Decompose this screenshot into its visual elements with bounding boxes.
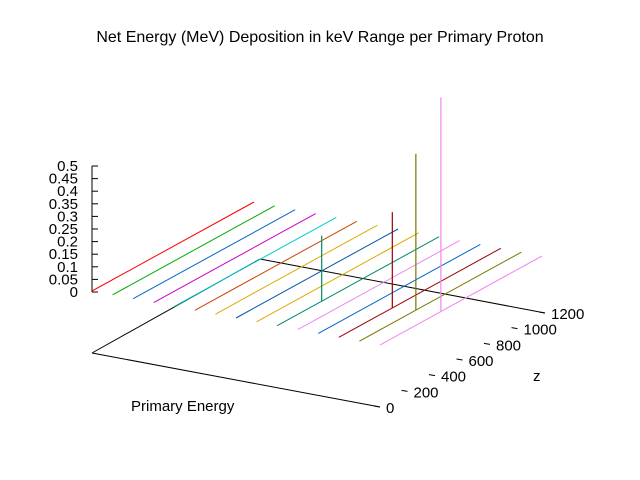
z-tick-label: 0 — [70, 284, 78, 301]
z-tick-label: 0.05 — [49, 271, 78, 288]
series-line — [338, 247, 502, 338]
series-line — [235, 228, 399, 319]
z-tick-label: 0.3 — [57, 208, 78, 225]
box-back-edge — [259, 258, 546, 314]
z-tick-label: 0.5 — [57, 158, 78, 175]
series-lines — [91, 201, 543, 346]
z-tick-label: 0.15 — [49, 246, 78, 263]
series-line — [276, 236, 440, 327]
series-line — [215, 224, 378, 315]
y-axis-label: z — [533, 368, 541, 385]
y-tick-label: 0 — [386, 400, 394, 417]
series-line — [112, 205, 275, 296]
y-tick-label: 1200 — [551, 306, 584, 323]
series-line — [91, 201, 255, 292]
z-tick-label: 0.1 — [57, 259, 78, 276]
series-line — [174, 216, 337, 307]
y-tick-label: 1000 — [524, 322, 557, 339]
y-tick-mark — [483, 342, 491, 345]
y-tick-mark — [401, 389, 408, 392]
z-tick-label: 0.45 — [49, 171, 78, 188]
box-front-edge — [91, 352, 381, 408]
chart-title: Net Energy (MeV) Deposition in keV Range… — [96, 29, 543, 46]
z-tick-label: 0.4 — [57, 183, 78, 200]
x-axis-label: Primary Energy — [131, 398, 235, 415]
y-tick-label: 600 — [469, 353, 494, 370]
series-spikes — [321, 97, 442, 312]
y-tick-mark — [456, 358, 463, 361]
y-tick-mark — [373, 405, 381, 408]
z-ticks: 0.50.450.40.350.30.250.20.150.10.050 — [49, 158, 98, 301]
z-tick-label: 0.2 — [57, 234, 78, 251]
series-line — [297, 240, 460, 331]
z-tick-label: 0.25 — [49, 221, 78, 238]
y-tick-mark — [428, 374, 436, 377]
series-line — [318, 243, 481, 334]
y-tick-mark — [511, 327, 518, 330]
series-line — [132, 209, 296, 300]
series-line — [194, 220, 358, 311]
y-tick-label: 800 — [496, 337, 521, 354]
y-tick-mark — [538, 311, 546, 314]
series-line — [256, 232, 419, 323]
series-line — [379, 255, 543, 346]
series-line — [153, 213, 316, 304]
y-tick-label: 200 — [414, 384, 439, 401]
z-tick-label: 0.35 — [49, 196, 78, 213]
y-tick-label: 400 — [441, 369, 466, 386]
